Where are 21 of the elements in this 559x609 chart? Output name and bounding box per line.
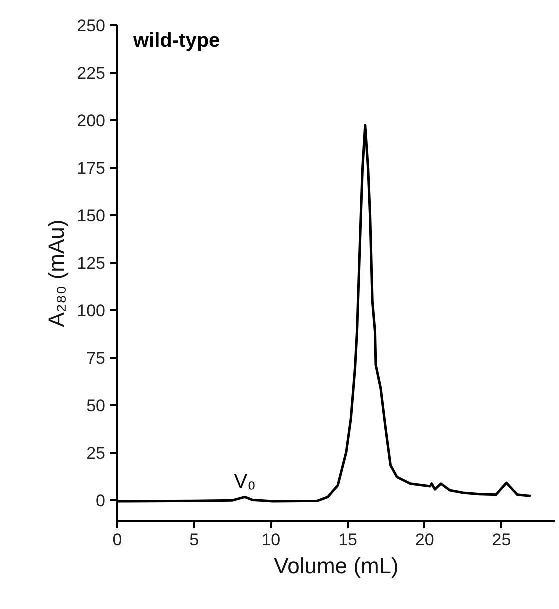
y-tick-label: 125	[77, 254, 106, 274]
y-tick-label: 75	[86, 349, 106, 368]
x-tick-label: 10	[262, 530, 281, 550]
y-tick-label: 175	[77, 159, 106, 178]
y-tick-label: 200	[77, 112, 106, 131]
y-tick-label: 0	[96, 492, 106, 511]
y-tick-label: 150	[77, 206, 106, 226]
y-tick-label: 25	[86, 444, 106, 464]
chart-title: wild-type	[132, 30, 220, 52]
y-tick-label: 50	[86, 396, 106, 416]
x-tick-label: 25	[492, 530, 512, 550]
y-tick-label: 100	[77, 302, 106, 321]
x-tick-label: 15	[338, 530, 358, 550]
y-tick-label: 225	[77, 64, 106, 84]
annotation: V₀	[234, 471, 256, 494]
y-axis-title: A₂₈₀ (mAu)	[44, 220, 70, 328]
x-tick-label: 0	[112, 530, 122, 550]
x-axis-title: Volume (mL)	[274, 554, 399, 578]
y-tick-label: 250	[77, 16, 106, 36]
x-tick-label: 5	[190, 530, 200, 550]
x-tick-label: 20	[415, 530, 434, 550]
